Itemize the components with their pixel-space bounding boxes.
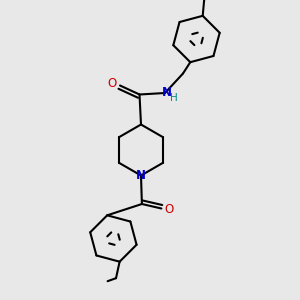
Text: H: H [170,93,178,103]
Text: N: N [161,86,172,99]
Text: N: N [136,169,146,182]
Text: O: O [108,76,117,90]
Text: O: O [165,202,174,216]
